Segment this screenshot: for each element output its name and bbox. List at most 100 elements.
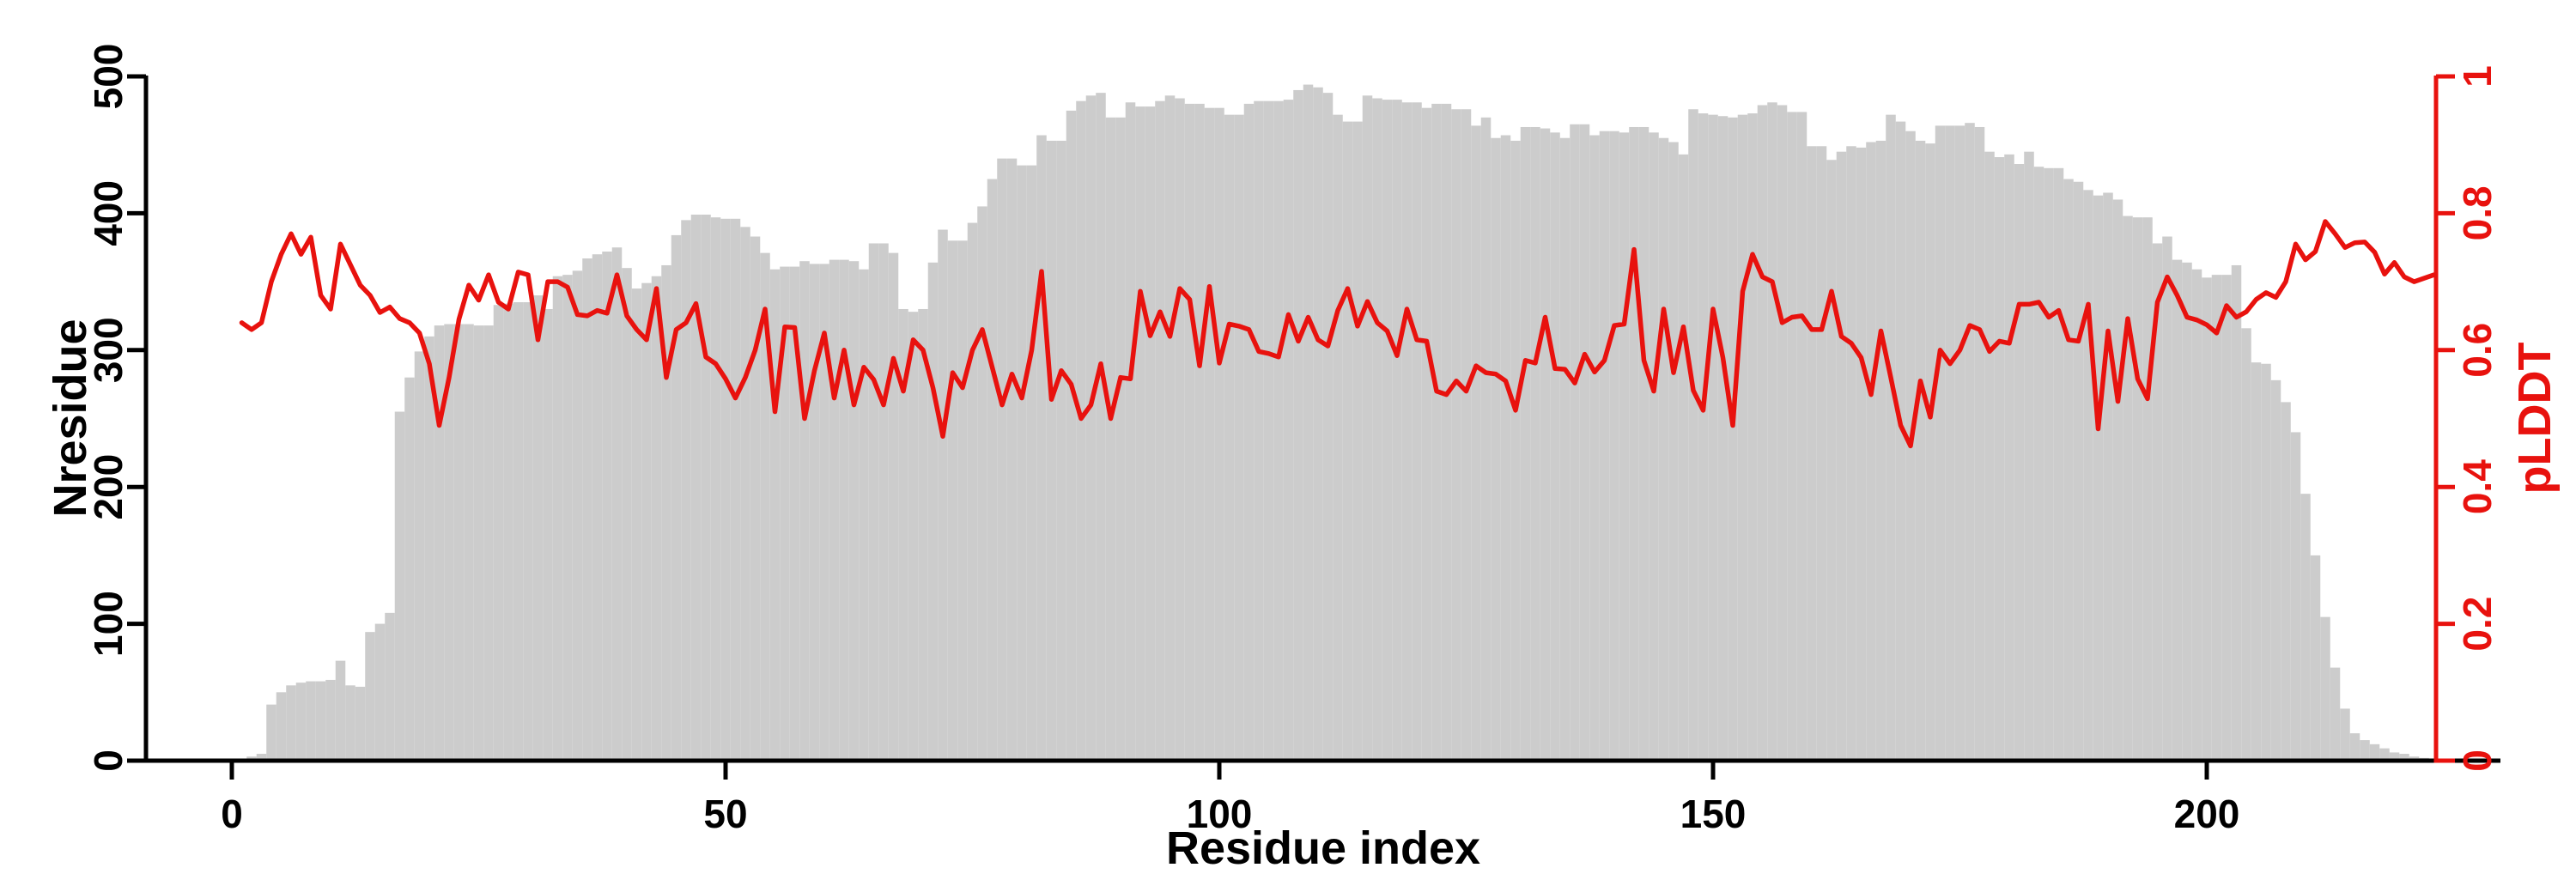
nresidue-bar	[2073, 181, 2084, 762]
right-axis-tick-label: 1	[2455, 65, 2500, 88]
nresidue-bar	[1717, 116, 1728, 762]
nresidue-bar	[2044, 167, 2054, 762]
nresidue-bar	[513, 302, 524, 761]
nresidue-bar	[1036, 135, 1047, 762]
nresidue-bar	[1145, 106, 1156, 761]
right-axis-tick-label: 0.8	[2455, 185, 2500, 240]
nresidue-bar	[799, 261, 810, 761]
nresidue-bar	[1263, 100, 1274, 761]
nresidue-bar	[1056, 140, 1066, 762]
nresidue-bar	[1204, 107, 1215, 761]
nresidue-bar	[2152, 243, 2163, 762]
nresidue-bar	[1155, 100, 1165, 761]
nresidue-bar	[997, 158, 1007, 761]
nresidue-bar	[365, 632, 375, 761]
nresidue-bar	[1431, 103, 1442, 761]
nresidue-bar	[671, 234, 682, 761]
nresidue-bar	[1046, 140, 1057, 762]
dual-axis-chart-figure: 0 100 200 300 400 500 Nresidue 0 50 100 150 200 Resi…	[34, 14, 2576, 872]
nresidue-bar	[1965, 123, 1975, 761]
nresidue-bar	[2360, 740, 2370, 761]
nresidue-bar	[276, 692, 287, 761]
x-axis-tick-label: 50	[703, 792, 747, 836]
nresidue-bar	[444, 324, 454, 761]
nresidue-bar	[493, 305, 504, 761]
nresidue-bar	[1747, 113, 1758, 761]
nresidue-bar	[2221, 275, 2232, 761]
nresidue-bar	[306, 681, 316, 761]
nresidue-bar	[2112, 199, 2123, 761]
nresidue-bar	[681, 220, 691, 761]
nresidue-bar	[1362, 95, 1373, 761]
nresidue-bar	[1678, 154, 1689, 762]
nresidue-bar	[769, 269, 781, 761]
nresidue-bar	[1026, 165, 1037, 762]
nresidue-bar	[582, 258, 592, 761]
nresidue-bar	[1412, 102, 1422, 762]
nresidue-bar	[1441, 103, 1452, 761]
nresidue-bar	[2132, 217, 2143, 761]
nresidue-bar	[1392, 100, 1402, 762]
nresidue-bar	[1728, 117, 1738, 761]
nresidue-bar	[1638, 126, 1649, 762]
nresidue-bar	[1510, 140, 1521, 762]
nresidue-bar	[2270, 379, 2281, 761]
right-axis-tick-label: 0.2	[2455, 597, 2500, 652]
nresidue-bar	[2182, 262, 2192, 761]
nresidue-bar	[927, 262, 939, 761]
nresidue-bar	[1234, 114, 1244, 761]
nresidue-bar	[631, 288, 642, 761]
nresidue-bar	[325, 679, 336, 761]
nresidue-bar	[1006, 158, 1018, 761]
nresidue-bar	[434, 325, 445, 761]
nresidue-bar	[1856, 147, 1867, 761]
nresidue-bar	[859, 269, 869, 761]
nresidue-bar	[1609, 130, 1619, 761]
nresidue-bar	[2349, 733, 2360, 761]
nresidue-bar	[374, 623, 386, 761]
nresidue-bar	[1313, 87, 1323, 761]
nresidue-bar	[740, 227, 750, 762]
nresidue-bar	[1480, 117, 1492, 761]
nresidue-bar	[2389, 752, 2400, 761]
nresidue-bar	[1164, 95, 1176, 761]
nresidue-bar	[266, 704, 276, 761]
nresidue-bar	[345, 685, 355, 761]
nresidue-bar	[611, 247, 623, 761]
nresidue-bar	[2211, 275, 2222, 761]
left-axis-tick-label: 300	[86, 317, 131, 383]
nresidue-bar	[2330, 667, 2341, 761]
nresidue-bar	[957, 240, 968, 761]
nresidue-bar	[1579, 124, 1590, 762]
nresidue-bar	[2231, 264, 2242, 762]
chart-canvas: 0 100 200 300 400 500 Nresidue 0 50 100 150 200 Resi…	[45, 44, 2561, 872]
nresidue-bar	[1846, 146, 1856, 762]
nresidue-bar	[552, 276, 563, 762]
nresidue-bar	[2123, 215, 2133, 762]
right-axis-tick-label: 0	[2455, 749, 2500, 772]
nresidue-bar	[1254, 100, 1264, 761]
nresidue-bar	[1135, 106, 1145, 761]
nresidue-bar	[2014, 164, 2025, 761]
nresidue-bar	[2202, 277, 2212, 761]
nresidue-bar	[878, 243, 889, 762]
nresidue-bar	[503, 303, 513, 762]
nresidue-bar	[1589, 135, 1600, 762]
nresidue-bar	[1017, 165, 1027, 762]
x-axis-tick-label: 0	[221, 792, 243, 836]
nresidue-bar	[1767, 102, 1777, 762]
nresidue-bar	[1954, 125, 1965, 761]
nresidue-bar	[1668, 142, 1679, 761]
nresidue-bar	[967, 222, 978, 761]
nresidue-bar	[1777, 105, 1788, 762]
nresidue-bar	[987, 179, 998, 762]
left-axis-tick-label: 100	[86, 591, 131, 657]
nresidue-bar	[1372, 98, 1382, 761]
nresidue-bar	[760, 252, 770, 761]
nresidue-bar	[562, 275, 573, 761]
nresidue-bar	[532, 295, 544, 761]
nresidue-bar	[2053, 167, 2064, 762]
nresidue-bar	[404, 377, 415, 761]
nresidue-bar	[335, 660, 346, 761]
nresidue-bar	[1866, 142, 1876, 761]
